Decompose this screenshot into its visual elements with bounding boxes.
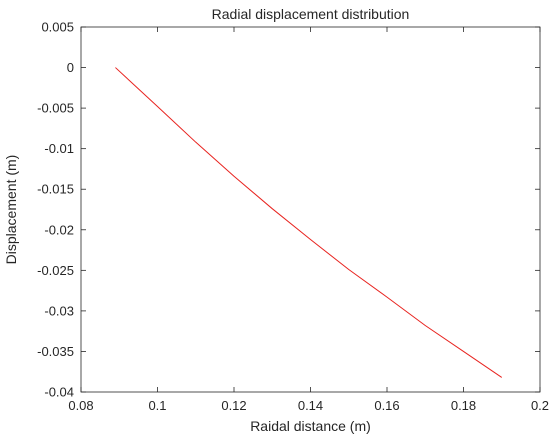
- data-point: [195, 142, 196, 143]
- y-tick-label: 0.005: [41, 20, 74, 35]
- data-point: [272, 208, 273, 209]
- data-point: [386, 297, 387, 298]
- x-tick-label: 0.18: [451, 398, 476, 413]
- y-tick-label: -0.005: [37, 101, 74, 116]
- tick-labels: 0.08 0.1 0.12 0.14 0.16 0.18 0.2 0.005 0 -0.005 -0…: [37, 20, 549, 414]
- y-tick-label: -0.035: [37, 344, 74, 359]
- x-tick-label: 0.16: [374, 398, 399, 413]
- y-tick-label: -0.025: [37, 263, 74, 278]
- y-tick-label: 0: [67, 60, 74, 75]
- data-point: [463, 351, 464, 352]
- series-layer: [115, 67, 503, 378]
- y-tick-label: -0.02: [44, 222, 74, 237]
- y-tick-label: -0.015: [37, 182, 74, 197]
- plot-area: [80, 26, 541, 393]
- data-point: [310, 239, 311, 240]
- x-axis-title: Raidal distance (m): [250, 418, 371, 434]
- x-tick-label: 0.1: [148, 398, 166, 413]
- data-point: [425, 325, 426, 326]
- data-point: [348, 269, 349, 270]
- x-tick-label: 0.2: [531, 398, 549, 413]
- axis-ticks: [80, 26, 541, 393]
- y-axis-title: Displacement (m): [3, 155, 19, 265]
- y-tick-label: -0.03: [44, 303, 74, 318]
- x-tick-label: 0.12: [221, 398, 246, 413]
- data-point: [501, 377, 502, 378]
- data-point: [115, 67, 116, 68]
- y-tick-label: -0.04: [44, 385, 74, 400]
- series-line-0: [115, 67, 503, 378]
- chart-title: Radial displacement distribution: [212, 6, 410, 22]
- data-point: [233, 176, 234, 177]
- y-tick-label: -0.01: [44, 141, 74, 156]
- data-point: [157, 106, 158, 107]
- x-tick-label: 0.08: [68, 398, 93, 413]
- x-tick-label: 0.14: [298, 398, 323, 413]
